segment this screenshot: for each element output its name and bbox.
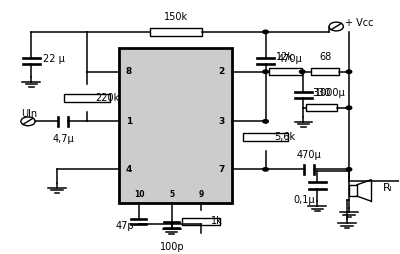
Circle shape xyxy=(263,168,268,171)
Text: 100p: 100p xyxy=(160,242,184,252)
Text: 0,1µ: 0,1µ xyxy=(294,195,315,205)
Circle shape xyxy=(300,70,305,73)
Bar xyxy=(64,94,110,102)
Circle shape xyxy=(263,120,268,123)
Bar xyxy=(243,133,288,141)
Text: 68: 68 xyxy=(319,53,331,62)
Text: 3: 3 xyxy=(218,117,225,126)
Circle shape xyxy=(346,70,352,73)
Text: 5,6k: 5,6k xyxy=(274,132,296,142)
Text: 7: 7 xyxy=(218,165,225,174)
Bar xyxy=(268,68,302,75)
Text: 2: 2 xyxy=(218,67,225,76)
Text: 47p: 47p xyxy=(116,221,134,231)
Text: 470µ: 470µ xyxy=(297,150,322,160)
Text: 1k: 1k xyxy=(211,216,223,227)
Text: 12k: 12k xyxy=(276,53,294,62)
Text: 1000µ: 1000µ xyxy=(315,88,346,98)
Circle shape xyxy=(346,106,352,109)
Text: 5: 5 xyxy=(169,190,174,199)
Text: Uln: Uln xyxy=(21,108,37,119)
Bar xyxy=(118,48,232,203)
Text: 330: 330 xyxy=(312,88,330,99)
Bar xyxy=(150,28,202,36)
Bar xyxy=(349,185,357,196)
Text: Rₗ: Rₗ xyxy=(383,183,392,193)
Text: 10: 10 xyxy=(134,190,144,199)
Text: 8: 8 xyxy=(126,67,132,76)
Text: + Vcc: + Vcc xyxy=(345,18,374,28)
Text: 4: 4 xyxy=(126,165,132,174)
Circle shape xyxy=(263,70,268,73)
Text: 1: 1 xyxy=(126,117,132,126)
Circle shape xyxy=(263,30,268,34)
Text: 470µ: 470µ xyxy=(278,54,302,64)
Bar xyxy=(182,217,220,225)
Text: 150k: 150k xyxy=(164,12,188,22)
Circle shape xyxy=(346,168,352,171)
Text: 4,7µ: 4,7µ xyxy=(52,134,74,144)
Bar xyxy=(311,68,340,75)
Bar xyxy=(306,104,337,112)
Text: 9: 9 xyxy=(198,190,204,199)
Text: 220k: 220k xyxy=(96,93,120,103)
Text: 22 µ: 22 µ xyxy=(43,54,65,64)
